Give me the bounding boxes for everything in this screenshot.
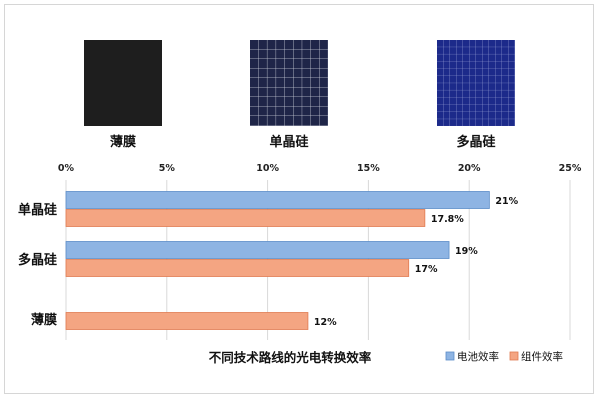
x-tick-label-2: 10%	[256, 163, 279, 174]
bar-1-0	[65, 209, 426, 227]
poly-silicon-panel-image	[437, 40, 515, 126]
x-tick-label-4: 20%	[458, 163, 481, 174]
legend-swatch-1	[509, 351, 519, 361]
bar-0-0	[65, 191, 490, 209]
mono-panel-grid	[250, 40, 328, 126]
panel-label-thin-film: 薄膜	[109, 135, 136, 150]
legend-swatch-0	[445, 351, 455, 361]
category-label-1: 多晶硅	[18, 252, 57, 268]
panel-label-mono: 单晶硅	[269, 135, 309, 150]
category-label-2: 薄膜	[31, 312, 57, 328]
data-label-1-2: 12%	[314, 317, 337, 328]
category-label-0: 单晶硅	[18, 202, 57, 218]
legend-label-0: 电池效率	[457, 350, 499, 363]
poly-panel-grid	[437, 40, 515, 126]
thin-film-panel-image	[84, 40, 162, 126]
data-label-0-0: 21%	[495, 196, 518, 207]
mono-silicon-panel-image	[250, 40, 328, 126]
x-tick-label-0: 0%	[58, 163, 75, 174]
data-label-1-0: 17.8%	[431, 214, 464, 225]
data-label-0-1: 19%	[455, 246, 478, 257]
x-tick-label-3: 15%	[357, 163, 380, 174]
bar-0-1	[65, 241, 450, 259]
bar-1-2	[65, 312, 309, 330]
bar-1-1	[65, 259, 410, 277]
data-label-1-1: 17%	[415, 264, 438, 275]
legend-label-1: 组件效率	[521, 350, 563, 363]
panel-label-poly: 多晶硅	[456, 135, 496, 150]
chart-title: 不同技术路线的光电转换效率	[209, 350, 372, 365]
figure-frame	[4, 4, 594, 394]
x-tick-label-1: 5%	[159, 163, 176, 174]
x-tick-label-5: 25%	[559, 163, 582, 174]
